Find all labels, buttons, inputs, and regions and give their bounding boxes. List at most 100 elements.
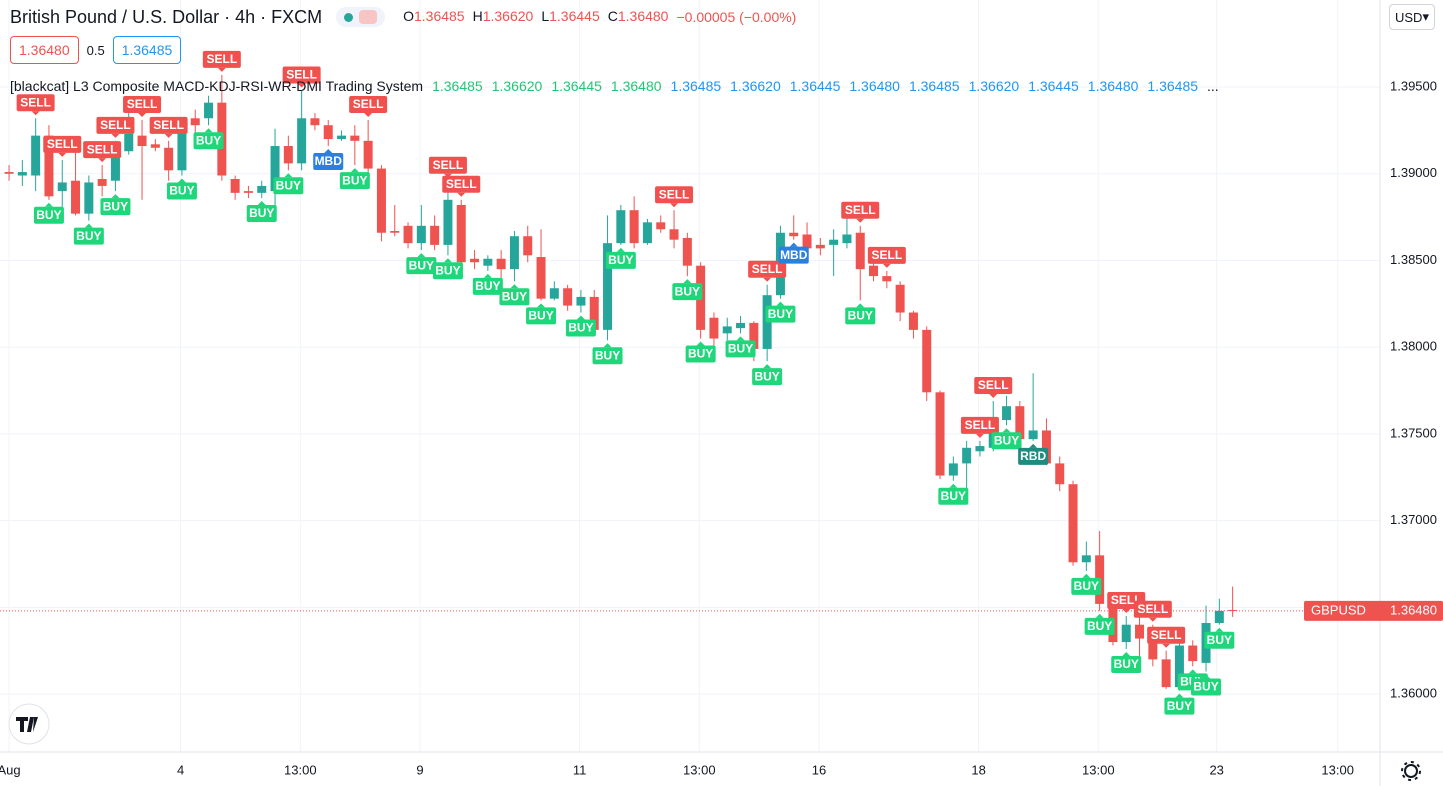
signal-box <box>166 182 197 200</box>
signal-box <box>991 432 1022 450</box>
signal-label: BUY <box>605 247 636 269</box>
candle-body <box>57 182 67 192</box>
signal-box <box>778 246 809 264</box>
signal-box <box>16 94 55 112</box>
indicator-value: 1.36620 <box>730 78 781 94</box>
sell-button[interactable]: 1.36480 <box>10 36 79 64</box>
signal-text: MBD <box>315 154 343 168</box>
ohlc-value: 1.36620 <box>482 8 534 24</box>
signal-pointer <box>98 158 107 163</box>
signal-text: RBD <box>1020 449 1046 463</box>
signal-pointer <box>1082 573 1091 578</box>
signal-pointer <box>1122 651 1131 656</box>
settings-icon[interactable] <box>1401 761 1421 781</box>
signal-box <box>432 262 463 280</box>
indicator-value: 1.36485 <box>670 78 722 94</box>
signal-box <box>938 487 969 505</box>
signal-label: MBD <box>778 242 809 264</box>
signal-pointer <box>576 315 585 320</box>
ohlc-key: C <box>607 8 618 24</box>
signal-box <box>1133 600 1172 618</box>
x-tick-label: 9 <box>416 762 423 777</box>
signal-text: BUY <box>276 178 301 192</box>
signal-label: BUY <box>406 253 437 275</box>
candle-body <box>230 178 240 193</box>
signal-box <box>592 347 623 365</box>
signal-box <box>472 277 503 295</box>
candle-body <box>297 118 307 164</box>
signal-pointer <box>350 168 359 173</box>
indicator-value: 1.36480 <box>1087 78 1139 94</box>
indicator-value: 1.36480 <box>610 78 662 94</box>
candle-body <box>722 326 732 334</box>
candle-body <box>589 296 599 330</box>
ohlc-item: L1.36445 <box>541 8 599 24</box>
candle-body <box>150 144 160 148</box>
candle-body <box>110 151 120 181</box>
signal-text: SELL <box>1138 602 1169 616</box>
candle-body <box>97 178 107 186</box>
signal-pointer <box>297 83 306 88</box>
signal-box <box>339 172 370 190</box>
status-pill[interactable] <box>336 7 386 27</box>
candle-body <box>1161 659 1171 688</box>
signal-label: SELL <box>655 186 694 208</box>
signal-label: SELL <box>428 156 467 178</box>
signal-label: SELL <box>867 246 906 268</box>
signal-pointer <box>683 279 692 284</box>
trade-buttons: 1.36480 0.5 1.36485 <box>10 36 182 64</box>
candle-body <box>1214 610 1224 623</box>
signal-pointer <box>510 284 519 289</box>
signal-text: BUY <box>103 199 128 213</box>
signal-pointer <box>1029 443 1038 448</box>
signal-text: BUY <box>1074 579 1099 593</box>
signal-label: BUY <box>33 202 64 224</box>
signal-pointer <box>443 173 452 178</box>
candle-body <box>669 229 679 240</box>
signal-box <box>974 376 1013 394</box>
candle-body <box>124 133 134 152</box>
buy-button[interactable]: 1.36485 <box>112 36 182 64</box>
signal-text: SELL <box>433 158 464 172</box>
signal-text: BUY <box>994 433 1019 447</box>
candle-body <box>1148 638 1158 660</box>
x-tick-label: 13:00 <box>683 762 716 777</box>
signal-pointer <box>856 218 865 223</box>
signal-box <box>867 246 906 264</box>
signal-text: BUY <box>1087 619 1112 633</box>
candle-body <box>204 102 214 119</box>
candle-body <box>509 236 519 270</box>
y-tick-label: 1.37000 <box>1390 512 1437 527</box>
candle-body <box>948 463 958 476</box>
signal-text: SELL <box>965 418 996 432</box>
signal-label: BUY <box>246 201 277 223</box>
signal-pointer <box>257 201 266 206</box>
signal-text: BUY <box>1114 657 1139 671</box>
signal-pointer <box>31 111 40 116</box>
signal-box <box>100 198 131 216</box>
currency-button[interactable]: USD ▾ <box>1389 4 1435 30</box>
signal-box <box>442 175 481 193</box>
signal-label: BUY <box>752 364 783 386</box>
signal-pointer <box>58 152 67 157</box>
x-tick-label: 13:00 <box>284 762 317 777</box>
y-tick-label: 1.38000 <box>1390 339 1437 354</box>
signal-label: SELL <box>349 96 388 118</box>
candle-body <box>283 146 293 164</box>
y-tick-label: 1.37500 <box>1390 425 1437 440</box>
candle-body <box>895 284 905 313</box>
candle-body <box>536 257 546 299</box>
signal-pointer <box>217 67 226 72</box>
x-tick-label: 23 <box>1209 762 1223 777</box>
candle-body <box>1188 645 1198 662</box>
signal-label: BUY <box>765 301 796 323</box>
candle-body <box>616 210 626 244</box>
x-tick-label: 4 <box>177 762 184 777</box>
change: −0.00005 (−0.00%) <box>676 9 797 25</box>
signal-text: SELL <box>47 137 78 151</box>
candle-body <box>815 244 825 249</box>
candle-body <box>1002 406 1012 421</box>
signal-box <box>685 345 716 363</box>
candle-body <box>736 322 746 329</box>
